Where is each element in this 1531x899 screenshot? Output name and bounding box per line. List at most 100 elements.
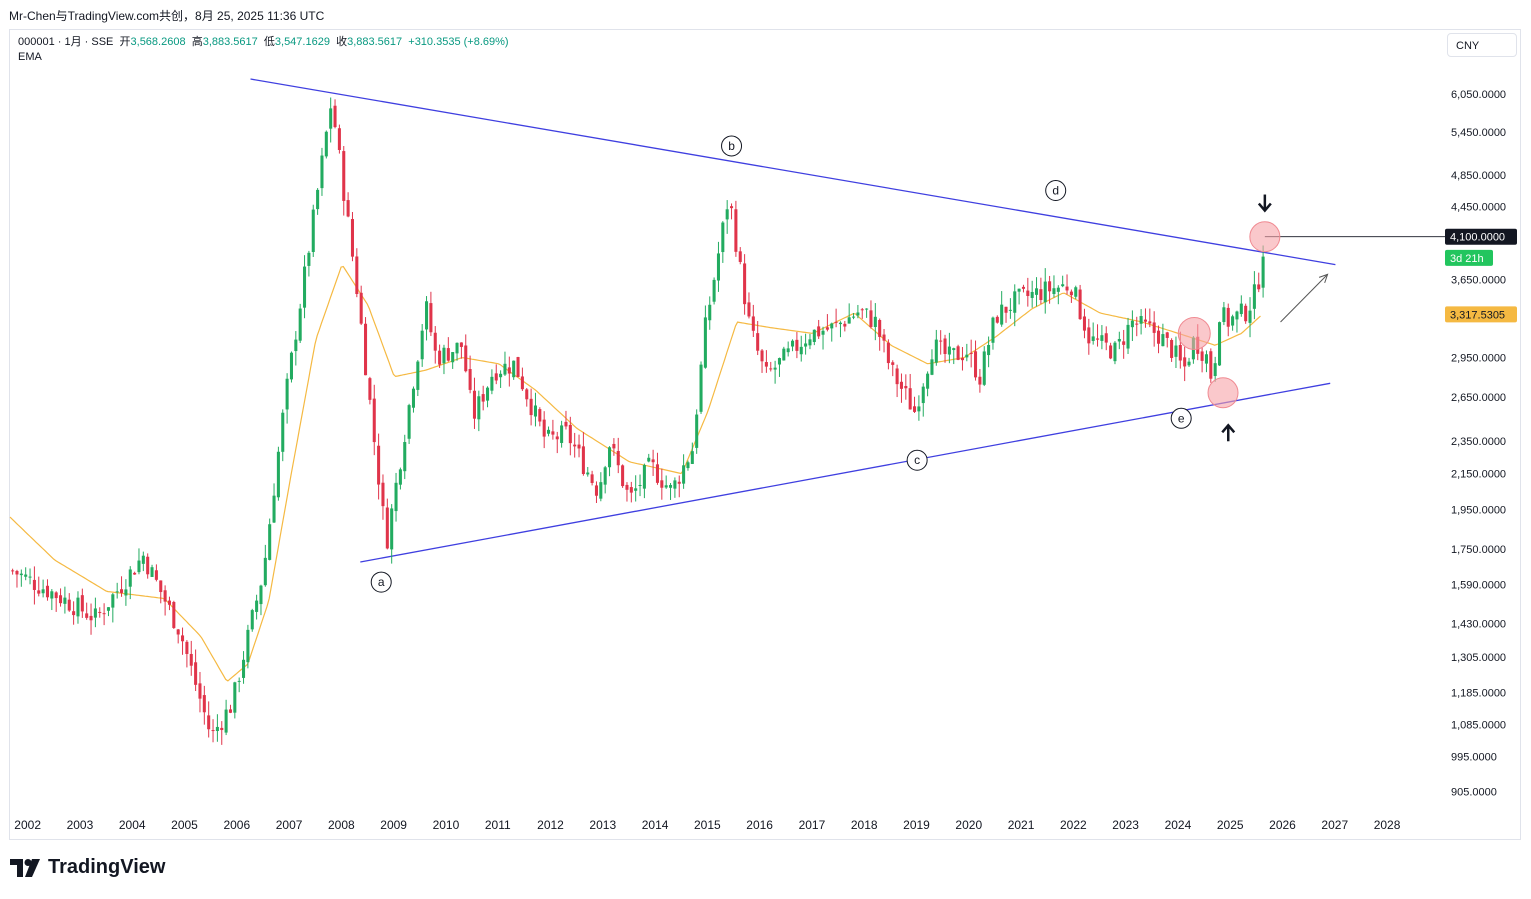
candle xyxy=(455,342,459,361)
candle xyxy=(608,446,612,477)
candle xyxy=(1261,245,1265,298)
y-tick-label: 1,185.0000 xyxy=(1451,687,1506,699)
candle xyxy=(1200,346,1204,373)
candle xyxy=(11,568,15,575)
candle-body xyxy=(181,635,185,642)
candle xyxy=(63,586,67,614)
candle-body xyxy=(751,316,755,331)
candle-body xyxy=(760,350,764,362)
candle xyxy=(1021,284,1025,293)
candle xyxy=(773,360,777,384)
candle xyxy=(634,475,638,502)
candle xyxy=(852,312,856,320)
candle xyxy=(734,200,738,257)
x-tick-label: 2016 xyxy=(746,818,773,832)
candle-body xyxy=(568,424,572,444)
tradingview-logo[interactable]: TradingView xyxy=(10,856,165,879)
x-tick-label: 2027 xyxy=(1321,818,1348,832)
candle-body xyxy=(93,608,97,618)
candle xyxy=(629,481,633,503)
candle xyxy=(516,356,520,378)
candle-body xyxy=(1117,338,1121,342)
change-value: +310.3535 (+8.69%) xyxy=(408,36,509,48)
candle-body xyxy=(403,442,407,472)
candle-body xyxy=(381,482,385,507)
candle-body xyxy=(873,316,877,328)
candle xyxy=(1096,324,1100,347)
candle-body xyxy=(1026,290,1030,297)
candle xyxy=(908,373,912,410)
candle xyxy=(982,346,986,387)
candle-body xyxy=(250,610,254,630)
candle xyxy=(342,146,346,216)
candle-body xyxy=(459,342,463,347)
candle xyxy=(838,321,842,338)
candle xyxy=(246,624,250,669)
candle-body xyxy=(37,590,41,594)
symbol-info[interactable]: 000001 · 1月 · SSE xyxy=(18,36,114,48)
candle-body xyxy=(716,253,720,281)
candle xyxy=(337,124,341,154)
candle xyxy=(503,351,507,376)
candle xyxy=(943,334,947,363)
candle xyxy=(538,407,542,427)
candle-body xyxy=(163,590,167,602)
candle xyxy=(760,349,764,373)
candle-body xyxy=(969,352,973,354)
candle-body xyxy=(198,683,202,699)
y-tick-label: 5,450.0000 xyxy=(1451,127,1506,139)
y-tick-label: 1,750.0000 xyxy=(1451,544,1506,556)
candle-body xyxy=(85,613,89,618)
candle-body xyxy=(1048,281,1052,292)
candle xyxy=(285,373,289,424)
candle-body xyxy=(660,480,664,488)
indicator-ema-label[interactable]: EMA xyxy=(18,51,42,63)
wave-label-circle xyxy=(906,449,928,471)
candle-body xyxy=(1222,307,1226,323)
candle xyxy=(586,467,590,477)
x-tick-label: 2007 xyxy=(276,818,303,832)
wave-label-circle xyxy=(1045,179,1067,201)
currency-button[interactable]: CNY xyxy=(1447,33,1517,57)
candle-body xyxy=(638,484,642,486)
candle-body xyxy=(1252,284,1256,309)
candle-body xyxy=(146,556,150,575)
candle xyxy=(429,291,433,337)
highlight-circle xyxy=(1177,316,1211,350)
wave-label-text: c xyxy=(914,453,920,467)
candle xyxy=(812,329,816,346)
candle xyxy=(721,221,725,263)
candle-body xyxy=(978,376,982,385)
candle xyxy=(913,396,917,414)
candle xyxy=(1100,325,1104,350)
candle xyxy=(215,714,219,742)
candle xyxy=(237,677,241,693)
candle-body xyxy=(451,352,455,363)
candle-body xyxy=(154,570,158,580)
candle xyxy=(80,588,84,618)
x-tick-label: 2010 xyxy=(433,818,460,832)
candle-body xyxy=(259,585,263,605)
candle xyxy=(995,315,999,324)
candle xyxy=(1187,357,1191,367)
candle xyxy=(115,582,119,599)
candle xyxy=(1113,341,1117,365)
candle xyxy=(716,241,720,292)
candle xyxy=(1235,310,1239,333)
candle-body xyxy=(1209,351,1213,379)
candle xyxy=(385,498,389,550)
candle xyxy=(699,361,703,414)
candle-body xyxy=(603,467,607,485)
candle xyxy=(320,147,324,196)
x-tick-label: 2002 xyxy=(14,818,41,832)
candle xyxy=(350,212,354,262)
wave-label-c: c xyxy=(906,449,928,471)
high-label: 高 xyxy=(191,36,203,48)
candle xyxy=(847,303,851,324)
arrow-up-icon xyxy=(1221,423,1236,442)
candle xyxy=(551,419,555,440)
candle xyxy=(564,410,568,430)
x-tick-label: 2026 xyxy=(1269,818,1296,832)
candle-body xyxy=(738,251,742,262)
